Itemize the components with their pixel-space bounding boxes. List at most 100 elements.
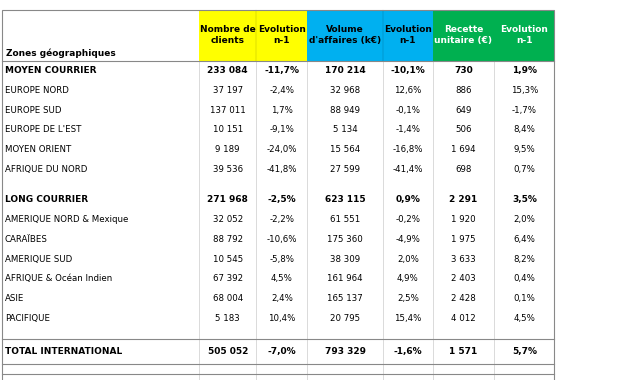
Text: 4,5%: 4,5% xyxy=(271,274,293,283)
Text: 15 564: 15 564 xyxy=(330,145,360,154)
Text: 1,9%: 1,9% xyxy=(512,66,537,75)
Text: 61 551: 61 551 xyxy=(330,215,360,224)
Text: 8,2%: 8,2% xyxy=(514,255,535,264)
Text: Recette
unitaire (€): Recette unitaire (€) xyxy=(434,25,493,45)
Bar xyxy=(307,10,433,61)
Text: 2 291: 2 291 xyxy=(449,195,478,204)
Text: 9,5%: 9,5% xyxy=(514,145,535,154)
Text: -0,2%: -0,2% xyxy=(396,215,420,224)
Text: 2 428: 2 428 xyxy=(451,294,476,303)
Bar xyxy=(199,10,307,61)
Text: -16,8%: -16,8% xyxy=(392,145,423,154)
Text: 9 189: 9 189 xyxy=(216,145,240,154)
Text: 27 599: 27 599 xyxy=(330,165,360,174)
Text: 271 968: 271 968 xyxy=(207,195,248,204)
Text: -11,7%: -11,7% xyxy=(265,66,299,75)
Text: 5,7%: 5,7% xyxy=(512,347,537,356)
Text: 1 975: 1 975 xyxy=(451,235,476,244)
Text: 2,0%: 2,0% xyxy=(514,215,535,224)
Text: 6,4%: 6,4% xyxy=(514,235,535,244)
Text: MOYEN COURRIER: MOYEN COURRIER xyxy=(5,66,96,75)
Text: -41,4%: -41,4% xyxy=(392,165,423,174)
Text: -9,1%: -9,1% xyxy=(269,125,294,135)
Text: 88 949: 88 949 xyxy=(330,106,360,115)
Text: 1 920: 1 920 xyxy=(451,215,476,224)
Text: 12,6%: 12,6% xyxy=(394,86,421,95)
Text: -2,4%: -2,4% xyxy=(269,86,294,95)
Text: AFRIQUE & Océan Indien: AFRIQUE & Océan Indien xyxy=(5,274,112,283)
Text: -0,1%: -0,1% xyxy=(396,106,420,115)
Text: 649: 649 xyxy=(455,106,472,115)
Text: 2,4%: 2,4% xyxy=(271,294,293,303)
Text: 2 403: 2 403 xyxy=(451,274,476,283)
Text: -5,8%: -5,8% xyxy=(269,255,294,264)
Text: 161 964: 161 964 xyxy=(328,274,363,283)
Text: 10 151: 10 151 xyxy=(213,125,243,135)
Text: 623 115: 623 115 xyxy=(325,195,365,204)
Text: 165 137: 165 137 xyxy=(328,294,363,303)
Text: 886: 886 xyxy=(455,86,472,95)
Bar xyxy=(433,10,554,61)
Text: Evolution
n-1: Evolution n-1 xyxy=(384,25,432,45)
Text: 0,4%: 0,4% xyxy=(514,274,535,283)
Text: 15,3%: 15,3% xyxy=(510,86,538,95)
Text: AFRIQUE DU NORD: AFRIQUE DU NORD xyxy=(5,165,87,174)
Text: 20 795: 20 795 xyxy=(330,314,360,323)
Text: 2,5%: 2,5% xyxy=(397,294,419,303)
Text: TOTAL INTERNATIONAL: TOTAL INTERNATIONAL xyxy=(5,347,122,356)
Text: Evolution
n-1: Evolution n-1 xyxy=(258,25,306,45)
Text: 137 011: 137 011 xyxy=(210,106,245,115)
Text: 698: 698 xyxy=(455,165,472,174)
Text: -41,8%: -41,8% xyxy=(266,165,297,174)
Bar xyxy=(2,10,199,61)
Text: 67 392: 67 392 xyxy=(213,274,243,283)
Text: AMERIQUE SUD: AMERIQUE SUD xyxy=(5,255,72,264)
Text: EUROPE DE L'EST: EUROPE DE L'EST xyxy=(5,125,82,135)
Text: 10,4%: 10,4% xyxy=(268,314,295,323)
Text: 505 052: 505 052 xyxy=(208,347,248,356)
Text: 15,4%: 15,4% xyxy=(394,314,421,323)
Text: ASIE: ASIE xyxy=(5,294,24,303)
Text: 1,7%: 1,7% xyxy=(271,106,293,115)
Text: MOYEN ORIENT: MOYEN ORIENT xyxy=(5,145,71,154)
Text: EUROPE NORD: EUROPE NORD xyxy=(5,86,69,95)
Text: 4 012: 4 012 xyxy=(451,314,476,323)
Text: EUROPE SUD: EUROPE SUD xyxy=(5,106,61,115)
Text: 37 197: 37 197 xyxy=(213,86,243,95)
Text: -1,4%: -1,4% xyxy=(396,125,420,135)
Text: Evolution
n-1: Evolution n-1 xyxy=(501,25,548,45)
Text: 8,4%: 8,4% xyxy=(514,125,535,135)
Text: 233 084: 233 084 xyxy=(208,66,248,75)
Text: 730: 730 xyxy=(454,66,473,75)
Text: 4,5%: 4,5% xyxy=(514,314,535,323)
Text: -10,6%: -10,6% xyxy=(266,235,297,244)
Text: 32 968: 32 968 xyxy=(330,86,360,95)
Text: -1,6%: -1,6% xyxy=(394,347,422,356)
Text: LONG COURRIER: LONG COURRIER xyxy=(5,195,88,204)
Text: 38 309: 38 309 xyxy=(330,255,360,264)
Text: 88 792: 88 792 xyxy=(213,235,243,244)
Text: 32 052: 32 052 xyxy=(213,215,243,224)
Text: 1 694: 1 694 xyxy=(451,145,476,154)
Text: -24,0%: -24,0% xyxy=(266,145,297,154)
Text: -7,0%: -7,0% xyxy=(268,347,296,356)
Text: 1 571: 1 571 xyxy=(449,347,478,356)
Text: 170 214: 170 214 xyxy=(325,66,365,75)
Text: 5 134: 5 134 xyxy=(332,125,358,135)
Text: 3,5%: 3,5% xyxy=(512,195,537,204)
Text: 4,9%: 4,9% xyxy=(397,274,419,283)
Text: 10 545: 10 545 xyxy=(213,255,243,264)
Text: 0,1%: 0,1% xyxy=(514,294,535,303)
Text: Nombre de
clients: Nombre de clients xyxy=(200,25,256,45)
Text: -2,5%: -2,5% xyxy=(268,195,296,204)
Text: 3 633: 3 633 xyxy=(451,255,476,264)
Text: CARAÏBES: CARAÏBES xyxy=(5,235,48,244)
Text: Zones géographiques: Zones géographiques xyxy=(6,48,116,58)
Text: 506: 506 xyxy=(455,125,472,135)
Text: 68 004: 68 004 xyxy=(213,294,243,303)
Text: -4,9%: -4,9% xyxy=(396,235,420,244)
Text: 2,0%: 2,0% xyxy=(397,255,419,264)
Bar xyxy=(2,10,554,380)
Text: -2,2%: -2,2% xyxy=(269,215,294,224)
Text: Volume
d'affaires (k€): Volume d'affaires (k€) xyxy=(309,25,381,45)
